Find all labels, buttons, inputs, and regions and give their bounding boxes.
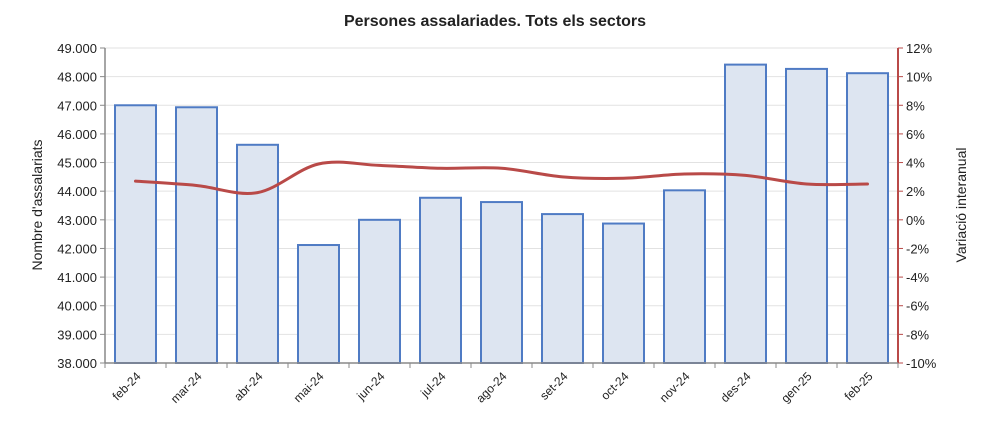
- bar: [541, 213, 584, 364]
- bar: [358, 218, 401, 364]
- y-tick-label: 38.000: [57, 356, 97, 371]
- y2-tick-label: -2%: [906, 241, 930, 256]
- y-tick-label: 41.000: [57, 270, 97, 285]
- y-tick-label: 48.000: [57, 70, 97, 85]
- x-tick-label: des-24: [718, 369, 754, 405]
- y2-tick-label: 12%: [906, 41, 932, 56]
- y2-tick-label: 4%: [906, 156, 925, 171]
- y2-tick-label: 8%: [906, 98, 925, 113]
- y-axis-label: Nombre d'assalariats: [29, 139, 45, 270]
- bar: [114, 104, 157, 364]
- bar: [602, 222, 645, 364]
- y2-tick-label: 2%: [906, 184, 925, 199]
- x-tick-label: mai-24: [291, 369, 327, 405]
- y2-axis-label: Variació interanual: [953, 148, 969, 263]
- variation-line: [134, 160, 869, 195]
- y-tick-label: 47.000: [57, 98, 97, 113]
- y2-tick-label: -8%: [906, 327, 930, 342]
- x-tick-label: ago-24: [473, 369, 510, 406]
- y-tick-label: 49.000: [57, 41, 97, 56]
- bar: [724, 63, 767, 364]
- x-tick-label: feb-25: [842, 369, 876, 403]
- y2-tick-label: 10%: [906, 70, 932, 85]
- y2-tick-label: 6%: [906, 127, 925, 142]
- bar: [663, 189, 706, 364]
- bar: [236, 143, 279, 364]
- x-tick-label: jul-24: [417, 369, 449, 401]
- x-tick-label: abr-24: [231, 369, 266, 404]
- y-tick-label: 46.000: [57, 127, 97, 142]
- x-tick-label: feb-24: [110, 369, 144, 403]
- chart-title: Persones assalariades. Tots els sectors: [344, 13, 646, 30]
- bar: [846, 72, 889, 364]
- bar: [297, 244, 340, 365]
- y-tick-label: 43.000: [57, 213, 97, 228]
- y2-tick-label: -10%: [906, 356, 937, 371]
- bar: [175, 106, 218, 365]
- y-tick-label: 45.000: [57, 156, 97, 171]
- x-tick-label: oct-24: [598, 369, 632, 403]
- y-tick-label: 39.000: [57, 327, 97, 342]
- y2-tick-label: 0%: [906, 213, 925, 228]
- bar: [785, 67, 828, 365]
- bar: [480, 201, 523, 364]
- x-tick-label: jun-24: [353, 369, 387, 403]
- y-tick-label: 44.000: [57, 184, 97, 199]
- bar-series: [114, 63, 889, 365]
- line-series: [134, 160, 869, 195]
- y2-tick-label: -4%: [906, 270, 930, 285]
- y-tick-label: 42.000: [57, 241, 97, 256]
- x-tick-label: set-24: [537, 369, 571, 403]
- x-tick-label: nov-24: [657, 369, 693, 405]
- bar: [419, 196, 462, 364]
- axes: [100, 47, 903, 368]
- x-tick-label: gen-25: [778, 369, 815, 406]
- x-tick-label: mar-24: [168, 369, 205, 406]
- y-tick-label: 40.000: [57, 299, 97, 314]
- y2-tick-label: -6%: [906, 299, 930, 314]
